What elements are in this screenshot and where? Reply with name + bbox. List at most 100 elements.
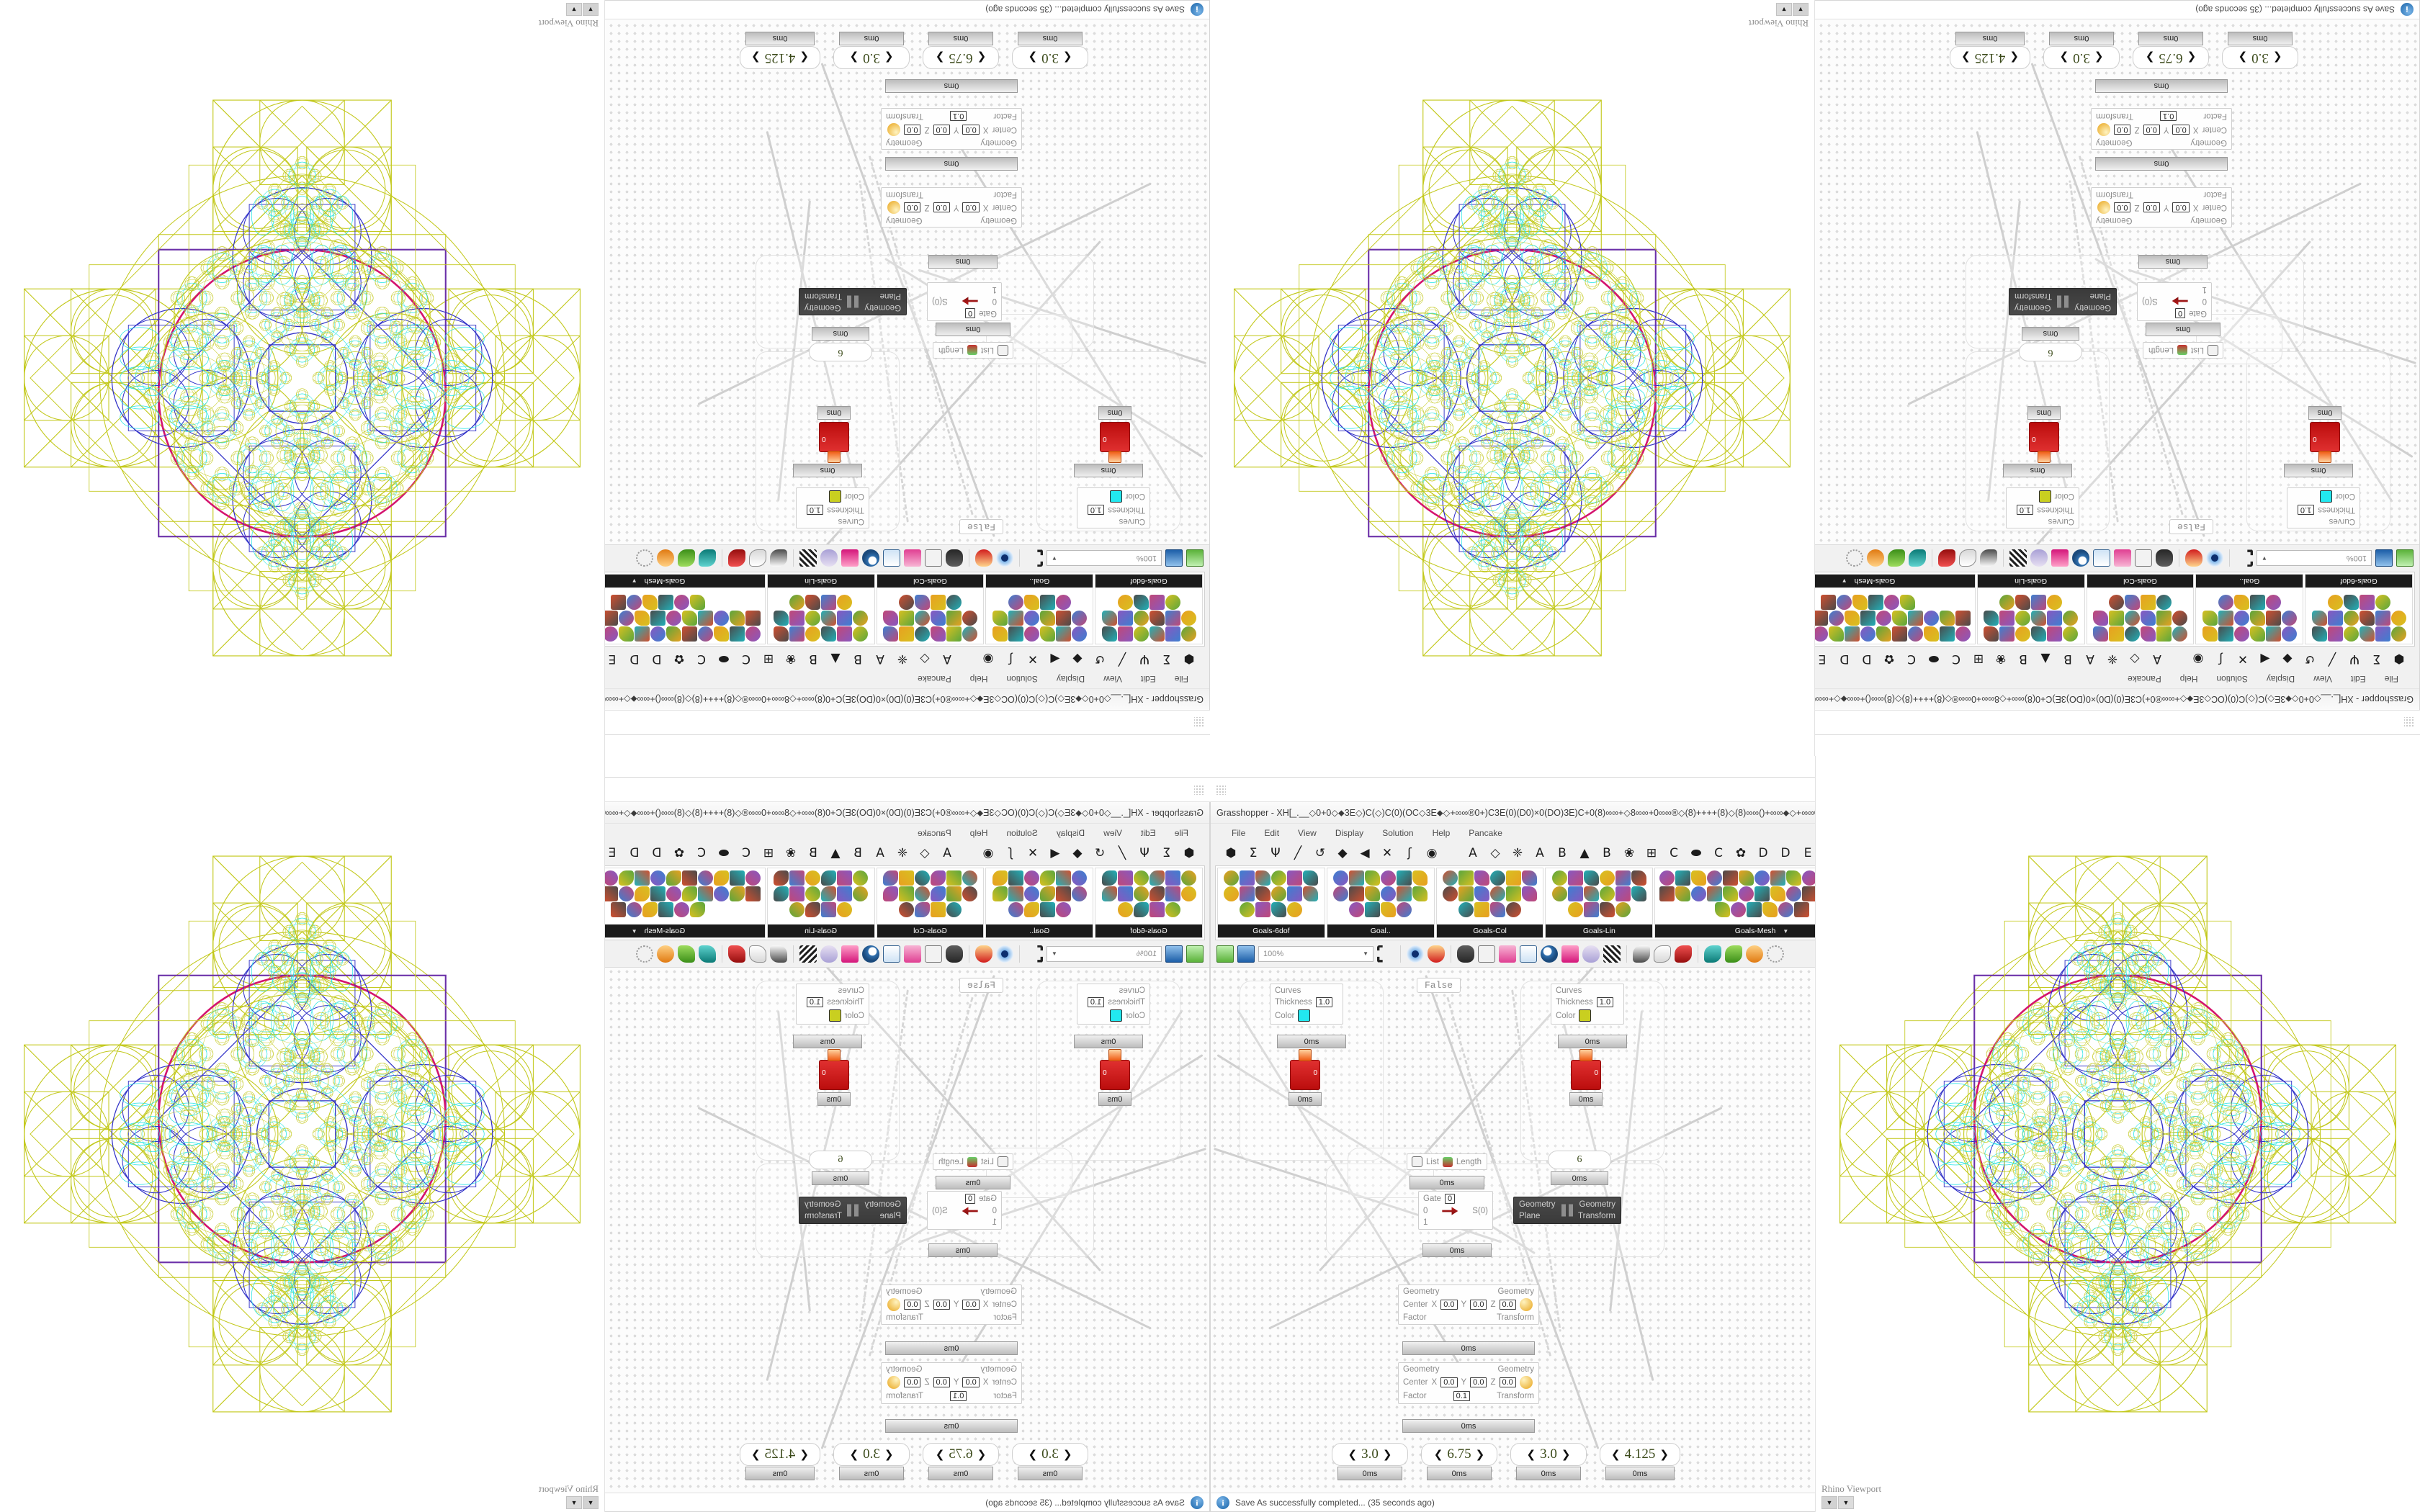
component-icon[interactable] <box>1149 886 1165 901</box>
component-icon[interactable] <box>1837 595 1852 610</box>
component-icon[interactable] <box>1754 886 1770 901</box>
component-icon[interactable] <box>714 611 730 626</box>
component-tab-r13[interactable]: D <box>652 652 662 666</box>
component-icon[interactable] <box>619 870 635 886</box>
component-icon[interactable] <box>1117 902 1133 917</box>
open-file-icon[interactable] <box>2396 549 2414 567</box>
custom-preview-yellow[interactable]: Curves Thickness 1.0 Color <box>1551 984 1624 1025</box>
viewport-tab-down-icon[interactable]: ▼ <box>1793 3 1809 16</box>
viewport-tabs[interactable]: ▼ ▼ <box>566 3 599 16</box>
component-icon[interactable] <box>2172 626 2187 642</box>
quadrant-bottom-right[interactable]: ʌ 26 53 189 1428 0.16 0.00 457 37 1917 2… <box>1210 756 2420 1512</box>
component-tab-r11[interactable]: C <box>697 652 706 666</box>
component-icon[interactable] <box>914 870 930 886</box>
center-x-value[interactable]: 0.0 <box>962 1377 980 1387</box>
menu-item-solution[interactable]: Solution <box>1006 828 1038 838</box>
search-icon[interactable] <box>862 549 879 567</box>
viewport-label-group[interactable]: Rhino Viewport ▼ ▼ <box>539 1483 599 1509</box>
thickness-value[interactable]: 1.0 <box>806 997 824 1007</box>
component-icon[interactable] <box>1039 886 1055 901</box>
component-icon[interactable] <box>642 902 658 917</box>
decrement-arrow-icon[interactable]: ❮ <box>799 1448 809 1461</box>
help-icon[interactable] <box>2051 549 2069 567</box>
component-tab-r3[interactable]: A <box>1536 846 1544 860</box>
component-icon[interactable] <box>1287 870 1303 886</box>
component-icon[interactable] <box>1117 611 1133 626</box>
component-icon[interactable] <box>914 626 930 642</box>
component-icon[interactable] <box>1852 595 1868 610</box>
component-tab-r14[interactable]: D <box>1780 846 1791 860</box>
document-icon[interactable] <box>2093 549 2110 567</box>
component-tab-r9[interactable]: C <box>742 846 750 860</box>
decrement-arrow-icon[interactable]: ❮ <box>2187 51 2197 64</box>
component-icon[interactable] <box>1412 870 1428 886</box>
component-icon[interactable] <box>1240 870 1255 886</box>
component-icon[interactable] <box>1599 870 1615 886</box>
component-icon[interactable] <box>1365 870 1381 886</box>
component-icon[interactable] <box>714 886 730 901</box>
component-tab-r3[interactable]: A <box>876 846 884 860</box>
custom-preview-cyan[interactable]: Curves Thickness 1.0 Color <box>2287 487 2360 528</box>
component-icon[interactable] <box>1008 886 1023 901</box>
decrement-arrow-icon[interactable]: ❮ <box>1433 1448 1443 1461</box>
component-icon[interactable] <box>1892 626 1908 642</box>
component-icon[interactable] <box>1240 886 1255 901</box>
thickness-value[interactable]: 1.0 <box>1087 505 1105 515</box>
shade-grey-icon[interactable] <box>1980 549 1997 567</box>
component-tab-r10[interactable]: ⬬ <box>1690 846 1702 860</box>
viewport-tab-down-icon[interactable]: ▼ <box>1821 1496 1837 1509</box>
quadrant-bottom-left[interactable]: ʌ 26 53 189 1428 0.16 0.00 457 37 1917 2… <box>0 756 1210 1512</box>
rhino-red-icon[interactable] <box>1938 549 1955 567</box>
component-icon[interactable] <box>1690 886 1706 901</box>
center-x-value[interactable]: 0.0 <box>962 125 980 135</box>
component-tab-2[interactable]: Ψ <box>1270 846 1281 860</box>
component-icon[interactable] <box>1071 626 1087 642</box>
component-icon[interactable] <box>627 595 642 610</box>
component-icon[interactable] <box>635 870 650 886</box>
preview-eye-icon[interactable] <box>996 945 1013 963</box>
zoom-level-select[interactable]: 100% ▼ <box>1047 945 1162 962</box>
teal-icon[interactable] <box>1704 945 1721 963</box>
stream-gate-component[interactable]: Gate 0 0 S(0) 1 <box>927 282 1002 321</box>
component-icon[interactable] <box>1117 870 1133 886</box>
component-icon[interactable] <box>2172 611 2187 626</box>
component-icon[interactable] <box>882 870 898 886</box>
component-icon[interactable] <box>1039 870 1055 886</box>
component-icon[interactable] <box>1458 886 1474 901</box>
component-icon[interactable] <box>805 886 821 901</box>
teal-icon[interactable] <box>1909 549 1926 567</box>
save-icon[interactable] <box>1165 549 1183 567</box>
solver-toggle-icon[interactable] <box>1579 1049 1592 1061</box>
component-icon[interactable] <box>1039 626 1055 642</box>
decrement-arrow-icon[interactable]: ❮ <box>2094 51 2104 64</box>
scale-geometry-component-2[interactable]: Geometry Geometry Center X 0.0 Y 0.0 Z 0… <box>2091 108 2232 150</box>
center-y-value[interactable]: 0.0 <box>933 1377 950 1387</box>
component-icon[interactable] <box>690 595 706 610</box>
component-icon[interactable] <box>1474 870 1490 886</box>
component-icon[interactable] <box>730 611 745 626</box>
increment-arrow-icon[interactable]: ❯ <box>1961 51 1971 64</box>
component-icon[interactable] <box>1567 886 1583 901</box>
scale-geometry-component-2[interactable]: Geometry Geometry Center X 0.0 Y 0.0 Z 0… <box>1398 1362 1539 1404</box>
component-icon[interactable] <box>603 886 619 901</box>
center-z-value[interactable]: 0.0 <box>2114 202 2131 212</box>
ribbon-group-goal-[interactable]: Goal.. <box>985 574 1094 644</box>
component-tab-6[interactable]: ◀ <box>2260 652 2270 666</box>
component-tab-r5[interactable]: ▲ <box>830 846 841 860</box>
menu-item-pancake[interactable]: Pancake <box>1469 828 1502 838</box>
component-icon[interactable] <box>821 611 837 626</box>
component-icon[interactable] <box>1860 611 1876 626</box>
component-tab-r15[interactable]: E <box>1818 652 1827 666</box>
kangaroo-solver-right[interactable]: 0 <box>819 422 849 463</box>
menu-item-view[interactable]: View <box>1103 828 1122 838</box>
component-tab-9[interactable]: ◉ <box>982 652 994 666</box>
number-slider-a[interactable]: ❮ 3.0 ❯ <box>1012 46 1088 69</box>
solver-toggle-icon[interactable] <box>2038 451 2051 463</box>
component-icon[interactable] <box>1631 870 1646 886</box>
component-icon[interactable] <box>1224 886 1240 901</box>
decrement-arrow-icon[interactable]: ❮ <box>2272 51 2282 64</box>
stream-gate-component[interactable]: Gate 0 0 S(0) 1 <box>2137 282 2212 321</box>
component-icon[interactable] <box>730 886 745 901</box>
component-icon[interactable] <box>1008 595 1023 610</box>
center-x-value[interactable]: 0.0 <box>2172 125 2190 135</box>
